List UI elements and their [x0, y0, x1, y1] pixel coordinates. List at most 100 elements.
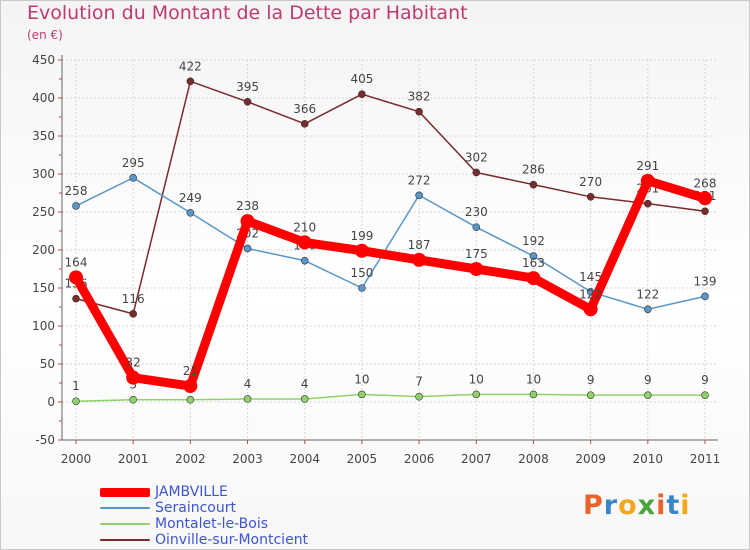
data-label: 210 — [293, 220, 316, 234]
data-label: 268 — [694, 176, 717, 190]
x-tick-label: 2010 — [633, 452, 664, 466]
data-point — [701, 292, 709, 301]
data-point — [529, 390, 538, 399]
data-label: 122 — [579, 287, 602, 301]
data-label: 7 — [415, 375, 423, 389]
data-point — [72, 397, 80, 406]
data-label: 1 — [72, 379, 80, 393]
x-tick-label: 2006 — [404, 452, 435, 466]
data-point — [69, 270, 83, 285]
data-point — [701, 207, 709, 216]
data-label: 258 — [65, 184, 88, 198]
data-point — [412, 252, 427, 267]
data-point — [186, 77, 195, 86]
y-tick-label: 0 — [47, 395, 55, 409]
data-point — [698, 191, 712, 206]
data-label: 175 — [465, 247, 488, 261]
data-label: 10 — [354, 372, 369, 386]
y-tick-label: -50 — [35, 433, 55, 447]
data-point — [472, 223, 481, 231]
data-point — [300, 120, 309, 128]
data-label: 164 — [65, 255, 88, 269]
series-montalet-le-bois: 133441071010999 — [72, 372, 709, 406]
data-label: 422 — [179, 59, 202, 73]
x-tick-label: 2000 — [61, 452, 92, 466]
logo-letter: r — [603, 490, 619, 521]
data-point — [358, 390, 366, 399]
logo-letter: o — [618, 490, 638, 521]
logo-letter: x — [637, 490, 657, 521]
legend-item: JAMBVILLE — [100, 484, 228, 500]
data-label: 199 — [350, 229, 373, 243]
data-point — [243, 395, 252, 403]
data-label: 3 — [129, 378, 137, 392]
x-tick-label: 2005 — [347, 452, 378, 466]
data-point — [415, 107, 423, 116]
data-point — [186, 208, 195, 217]
data-point — [358, 284, 366, 292]
logo-letter: t — [666, 490, 681, 521]
data-label: 163 — [522, 256, 545, 270]
series-seraincourt: 258295249202186150272230192145122139 — [65, 156, 716, 314]
chart-unit: (en €) — [27, 28, 63, 42]
x-tick-label: 2007 — [461, 452, 492, 466]
data-point — [354, 243, 369, 258]
data-point — [469, 262, 484, 276]
data-point — [529, 180, 538, 189]
series-line — [75, 177, 706, 311]
legend-swatch — [100, 487, 150, 497]
data-label: 272 — [408, 173, 431, 187]
data-label: 395 — [236, 80, 259, 94]
x-tick-label: 2011 — [690, 452, 721, 466]
x-tick-label: 2003 — [232, 452, 263, 466]
data-label: 9 — [644, 373, 652, 387]
data-label: 270 — [579, 175, 602, 189]
chart-title: Evolution du Montant de la Dette par Hab… — [27, 2, 468, 24]
data-point — [644, 199, 652, 208]
data-point — [126, 370, 141, 385]
x-tick-label: 2008 — [518, 452, 549, 466]
data-label: 286 — [522, 163, 545, 177]
data-point — [472, 390, 481, 399]
x-tick-label: 2009 — [575, 452, 606, 466]
data-label: 9 — [701, 373, 709, 387]
data-label: 21 — [183, 364, 198, 378]
data-label: 366 — [293, 102, 316, 116]
data-point — [583, 302, 598, 317]
legend-label: Seraincourt — [155, 500, 236, 516]
data-label: 382 — [408, 90, 431, 104]
data-point — [72, 294, 80, 303]
y-tick-label: 100 — [32, 319, 55, 333]
y-tick-label: 400 — [32, 91, 55, 105]
logo-letter: i — [656, 490, 667, 521]
data-point — [529, 252, 538, 260]
x-tick-label: 2004 — [289, 452, 320, 466]
y-tick-label: 250 — [32, 205, 55, 219]
data-point — [586, 391, 595, 399]
data-point — [186, 395, 195, 404]
data-label: 150 — [350, 266, 373, 280]
data-point — [415, 392, 423, 401]
data-label: 10 — [469, 372, 484, 386]
data-label: 249 — [179, 191, 202, 205]
x-tick-label: 2002 — [175, 452, 206, 466]
data-label: 295 — [122, 156, 145, 170]
x-tick-label: 2001 — [118, 452, 149, 466]
legend-item: Seraincourt — [100, 500, 236, 516]
data-point — [297, 235, 312, 250]
data-point — [644, 391, 652, 399]
legend-item: Oinville-sur-Montcient — [100, 532, 308, 548]
data-label: 192 — [522, 234, 545, 248]
y-tick-label: 200 — [32, 243, 55, 257]
data-point — [526, 271, 541, 286]
data-point — [472, 168, 481, 177]
series-line — [75, 393, 706, 402]
data-point — [129, 395, 137, 404]
series-line — [71, 176, 710, 391]
legend-label: Oinville-sur-Montcient — [155, 532, 309, 548]
data-label: 4 — [244, 377, 252, 391]
data-point — [300, 256, 309, 265]
y-tick-label: 150 — [32, 281, 55, 295]
